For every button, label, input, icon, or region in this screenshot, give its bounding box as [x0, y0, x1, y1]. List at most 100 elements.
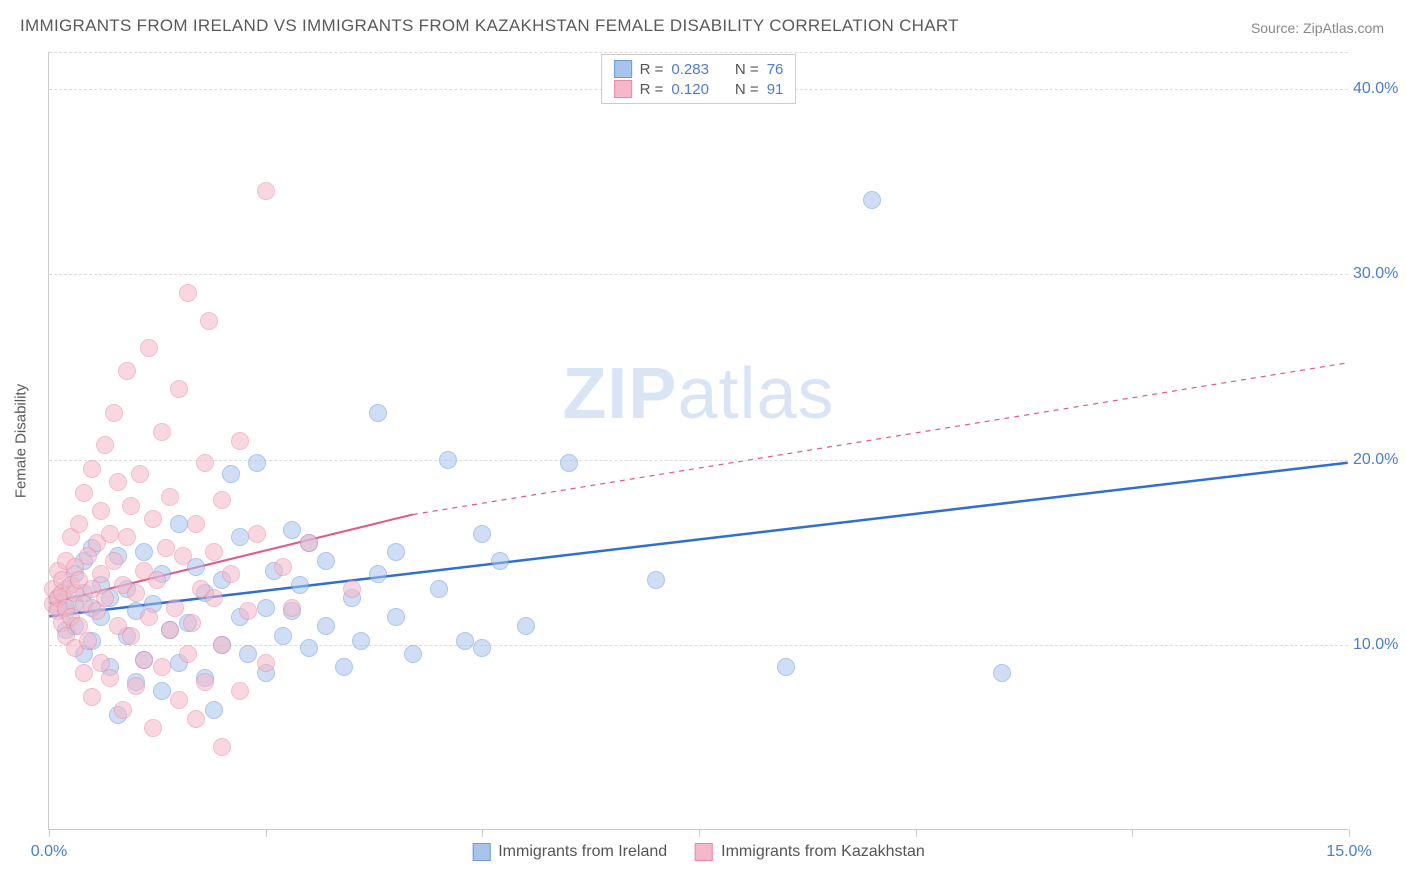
legend-r-prefix: R = [640, 61, 664, 78]
data-point-ireland [560, 454, 578, 472]
data-point-kazakhstan [144, 510, 162, 528]
data-point-kazakhstan [213, 636, 231, 654]
x-tick-label: 0.0% [31, 843, 67, 861]
data-point-ireland [291, 576, 309, 594]
data-point-ireland [369, 565, 387, 583]
legend-swatch-ireland [472, 843, 490, 861]
data-point-ireland [170, 515, 188, 533]
data-point-kazakhstan [248, 525, 266, 543]
data-point-kazakhstan [161, 488, 179, 506]
data-point-kazakhstan [283, 599, 301, 617]
data-point-kazakhstan [140, 608, 158, 626]
watermark: ZIPatlas [562, 353, 834, 435]
data-point-ireland [283, 521, 301, 539]
data-point-kazakhstan [83, 460, 101, 478]
data-point-kazakhstan [122, 627, 140, 645]
data-point-kazakhstan [179, 645, 197, 663]
data-point-ireland [317, 552, 335, 570]
data-point-kazakhstan [170, 691, 188, 709]
data-point-kazakhstan [75, 664, 93, 682]
x-tick [482, 829, 483, 837]
data-point-ireland [300, 639, 318, 657]
x-tick [916, 829, 917, 837]
data-point-kazakhstan [257, 182, 275, 200]
data-point-ireland [257, 599, 275, 617]
data-point-ireland [993, 664, 1011, 682]
data-point-kazakhstan [200, 312, 218, 330]
data-point-kazakhstan [205, 589, 223, 607]
chart-container: IMMIGRANTS FROM IRELAND VS IMMIGRANTS FR… [0, 0, 1406, 892]
data-point-ireland [473, 525, 491, 543]
data-point-ireland [239, 645, 257, 663]
data-point-kazakhstan [109, 473, 127, 491]
data-point-kazakhstan [140, 339, 158, 357]
data-point-kazakhstan [343, 580, 361, 598]
legend-item-ireland: Immigrants from Ireland [472, 843, 667, 861]
data-point-kazakhstan [213, 491, 231, 509]
data-point-ireland [387, 608, 405, 626]
data-point-kazakhstan [118, 528, 136, 546]
legend-r-kazakhstan: 0.120 [671, 81, 709, 98]
data-point-kazakhstan [231, 432, 249, 450]
data-point-kazakhstan [196, 454, 214, 472]
data-point-ireland [205, 701, 223, 719]
data-point-kazakhstan [79, 632, 97, 650]
data-point-kazakhstan [179, 284, 197, 302]
data-point-ireland [369, 404, 387, 422]
data-point-kazakhstan [187, 710, 205, 728]
x-tick [266, 829, 267, 837]
source-name: ZipAtlas.com [1303, 20, 1384, 36]
legend-r-prefix: R = [640, 81, 664, 98]
data-point-kazakhstan [148, 571, 166, 589]
data-point-ireland [222, 465, 240, 483]
data-point-ireland [352, 632, 370, 650]
data-point-ireland [153, 682, 171, 700]
data-point-kazakhstan [213, 738, 231, 756]
data-point-kazakhstan [122, 497, 140, 515]
data-point-kazakhstan [70, 515, 88, 533]
data-point-kazakhstan [174, 547, 192, 565]
data-point-kazakhstan [300, 534, 318, 552]
legend-label-ireland: Immigrants from Ireland [498, 843, 667, 861]
data-point-kazakhstan [101, 525, 119, 543]
legend-n-prefix: N = [735, 81, 759, 98]
data-point-kazakhstan [101, 669, 119, 687]
legend-label-kazakhstan: Immigrants from Kazakhstan [721, 843, 925, 861]
y-tick-label: 10.0% [1353, 636, 1406, 654]
data-point-kazakhstan [92, 502, 110, 520]
data-point-ireland [274, 627, 292, 645]
data-point-ireland [430, 580, 448, 598]
data-point-kazakhstan [127, 677, 145, 695]
legend-n-kazakhstan: 91 [767, 81, 784, 98]
legend-n-ireland: 76 [767, 61, 784, 78]
x-tick [1349, 829, 1350, 837]
data-point-ireland [439, 451, 457, 469]
y-tick-label: 40.0% [1353, 80, 1406, 98]
data-point-kazakhstan [166, 599, 184, 617]
legend-item-kazakhstan: Immigrants from Kazakhstan [695, 843, 925, 861]
data-point-kazakhstan [75, 484, 93, 502]
gridline [49, 274, 1348, 275]
data-point-ireland [517, 617, 535, 635]
legend-row-ireland: R = 0.283 N = 76 [614, 59, 784, 79]
data-point-ireland [135, 543, 153, 561]
data-point-kazakhstan [105, 552, 123, 570]
trendline-dash-kazakhstan [413, 363, 1348, 515]
data-point-kazakhstan [153, 658, 171, 676]
data-point-kazakhstan [196, 673, 214, 691]
data-point-kazakhstan [118, 362, 136, 380]
data-point-kazakhstan [205, 543, 223, 561]
data-point-kazakhstan [187, 515, 205, 533]
data-point-kazakhstan [274, 558, 292, 576]
data-point-kazakhstan [153, 423, 171, 441]
x-tick [1132, 829, 1133, 837]
data-point-ireland [231, 528, 249, 546]
data-point-ireland [473, 639, 491, 657]
data-point-kazakhstan [231, 682, 249, 700]
legend-n-prefix: N = [735, 61, 759, 78]
y-axis-label: Female Disability [13, 383, 30, 497]
data-point-kazakhstan [239, 602, 257, 620]
y-tick-label: 20.0% [1353, 451, 1406, 469]
legend-r-ireland: 0.283 [671, 61, 709, 78]
data-point-kazakhstan [222, 565, 240, 583]
